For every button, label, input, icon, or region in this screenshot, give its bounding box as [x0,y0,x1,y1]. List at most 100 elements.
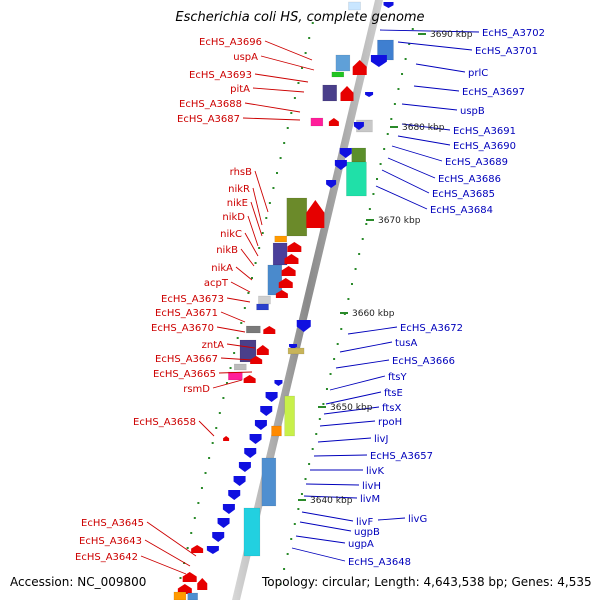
guide-dot [283,142,286,144]
guide-dot [193,517,196,519]
guide-dot [225,382,228,384]
reverse-gene-label: livK [366,466,384,477]
reverse-gene-arrow [244,448,257,458]
guide-dot [340,328,343,330]
guide-dot [318,418,321,420]
forward-gene-label: uspA [233,52,258,63]
guide-dot [208,457,211,459]
reverse-label-connector [291,547,346,562]
forward-gene-arrow [328,118,339,126]
guide-dot [261,232,264,234]
reverse-gene-arrow [339,148,352,158]
guide-dot [272,187,275,189]
feature-block [331,71,345,78]
reverse-gene-label: EcHS_A3697 [462,87,525,98]
reverse-gene-label: livG [408,514,427,525]
reverse-gene-label: EcHS_A3657 [370,451,433,462]
forward-gene-arrow [182,572,197,582]
forward-gene-label: EcHS_A3658 [133,417,196,428]
reverse-label-connector [295,535,346,544]
reverse-gene-label: EcHS_A3684 [430,205,493,216]
feature-block [246,325,261,334]
reverse-gene-arrow [233,476,246,486]
reverse-gene-arrow [383,2,394,8]
forward-gene-label: EcHS_A3693 [189,70,252,81]
reverse-gene-arrow [228,490,241,500]
forward-label-connector [254,170,269,213]
feature-block [287,347,305,355]
guide-dot [197,502,200,504]
forward-label-connector [216,326,246,333]
guide-dot [311,448,314,450]
forward-label-connector [244,232,259,257]
reverse-label-connector [325,391,382,405]
forward-gene-arrow [287,242,302,252]
guide-dot [290,538,293,540]
reverse-gene-label: EcHS_A3691 [453,126,516,137]
reverse-gene-label: tusA [395,338,417,349]
feature-block [284,395,295,437]
reverse-gene-arrow [249,434,262,444]
scale-label: 3650 kbp [330,403,373,413]
reverse-gene-arrow [238,462,251,472]
forward-gene-arrow [243,375,256,383]
guide-dot [383,148,386,150]
forward-gene-label: EcHS_A3642 [75,552,138,563]
guide-dot [372,193,375,195]
reverse-label-connector [323,406,380,415]
guide-dot [247,292,250,294]
forward-label-connector [198,420,215,437]
guide-dot [190,532,193,534]
guide-dot [358,253,361,255]
reverse-gene-label: EcHS_A3648 [348,557,411,568]
reverse-label-connector [401,103,458,111]
guide-dot [329,373,332,375]
reverse-gene-label: EcHS_A3690 [453,141,516,152]
feature-block [243,507,261,557]
scale-label: 3680 kbp [402,123,445,133]
reverse-gene-arrow [326,180,337,188]
guide-dot [325,388,328,390]
guide-dot [390,118,393,120]
guide-dot [279,157,282,159]
reverse-label-connector [379,29,480,33]
feature-block [228,371,243,381]
scale-label: 3690 kbp [430,30,473,40]
guide-dot [215,427,218,429]
guide-dot [361,238,364,240]
scale-label: 3660 kbp [352,309,395,319]
reverse-gene-arrow [289,344,298,349]
guide-dot [354,268,357,270]
guide-dot [204,472,207,474]
guide-dot [379,163,382,165]
feature-block [267,264,283,296]
reverse-gene-label: EcHS_A3685 [432,189,495,200]
reverse-gene-label: EcHS_A3701 [475,46,538,57]
guide-dot [401,73,404,75]
guide-dot [365,223,368,225]
reverse-label-connector [305,483,360,486]
reverse-gene-label: uspB [460,106,485,117]
forward-gene-arrow [177,584,192,594]
forward-gene-labels: EcHS_A3696 uspA EcHS_A3693 pitA EcHS_A3688 Ec… [75,37,262,563]
scale-labels: 3690 kbp 3680 kbp 3670 kbp 3660 kbp 3650 kbp… [298,30,473,506]
feature-block [322,84,337,102]
forward-gene-arrow [256,345,269,355]
reverse-gene-arrow [222,504,235,514]
reverse-label-connector [391,145,443,162]
reverse-gene-arrow [212,532,225,542]
reverse-label-connector [299,521,352,532]
forward-label-connector [140,555,187,575]
forward-label-connector [220,357,253,361]
feature-block [271,425,282,437]
forward-gene-label: rhsB [230,167,252,178]
forward-gene-label: EcHS_A3667 [155,354,218,365]
reverse-label-connector [377,517,406,521]
forward-label-connector [235,266,253,281]
guide-dot [283,568,286,570]
reverse-gene-label: ftsX [382,403,401,414]
guide-dot [268,202,271,204]
reverse-label-connector [413,85,460,92]
feature-block [346,161,367,197]
guide-dot [347,298,350,300]
